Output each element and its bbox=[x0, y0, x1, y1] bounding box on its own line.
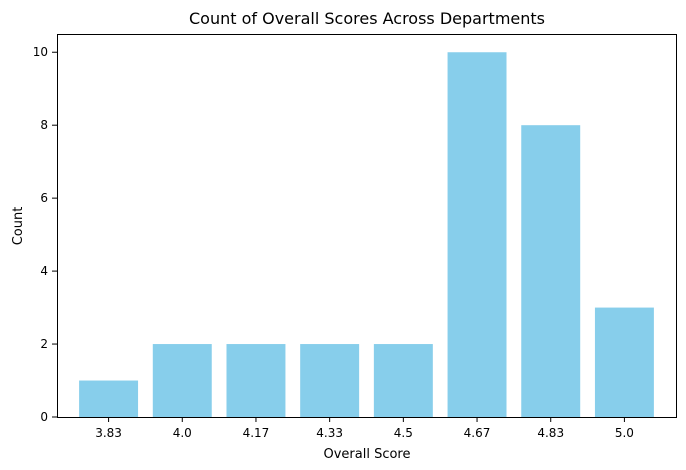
bar-4.67 bbox=[447, 52, 507, 417]
y-tick-label: 10 bbox=[33, 45, 48, 59]
chart-title: Count of Overall Scores Across Departmen… bbox=[189, 9, 545, 28]
bar-3.83 bbox=[79, 380, 139, 417]
x-axis-ticks: 3.83 4.0 4.17 4.33 4.5 4.67 4.83 5.0 bbox=[95, 417, 634, 440]
plot-frame bbox=[57, 34, 677, 418]
y-tick-label: 4 bbox=[40, 264, 48, 278]
y-tick-label: 6 bbox=[40, 191, 48, 205]
x-tick-label: 4.0 bbox=[173, 426, 192, 440]
x-tick-label: 4.33 bbox=[316, 426, 343, 440]
bar-4.5 bbox=[373, 344, 433, 417]
y-tick-label: 0 bbox=[40, 410, 48, 424]
y-tick-label: 8 bbox=[40, 118, 48, 132]
bar-4.33 bbox=[300, 344, 360, 417]
x-tick-label: 5.0 bbox=[615, 426, 634, 440]
x-tick-label: 4.17 bbox=[243, 426, 270, 440]
bar-5.0 bbox=[594, 307, 654, 417]
y-axis-label: Count bbox=[11, 207, 26, 246]
x-tick-label: 3.83 bbox=[95, 426, 122, 440]
x-tick-label: 4.67 bbox=[464, 426, 491, 440]
bar-4.83 bbox=[521, 125, 581, 417]
bar-4.0 bbox=[152, 344, 212, 417]
y-axis-ticks: 0 2 4 6 8 10 bbox=[33, 45, 57, 424]
x-axis-label: Overall Score bbox=[323, 447, 410, 462]
y-tick-label: 2 bbox=[40, 337, 48, 351]
x-tick-label: 4.83 bbox=[537, 426, 564, 440]
bars-group bbox=[79, 52, 654, 417]
bar-4.17 bbox=[226, 344, 286, 417]
x-tick-label: 4.5 bbox=[394, 426, 413, 440]
